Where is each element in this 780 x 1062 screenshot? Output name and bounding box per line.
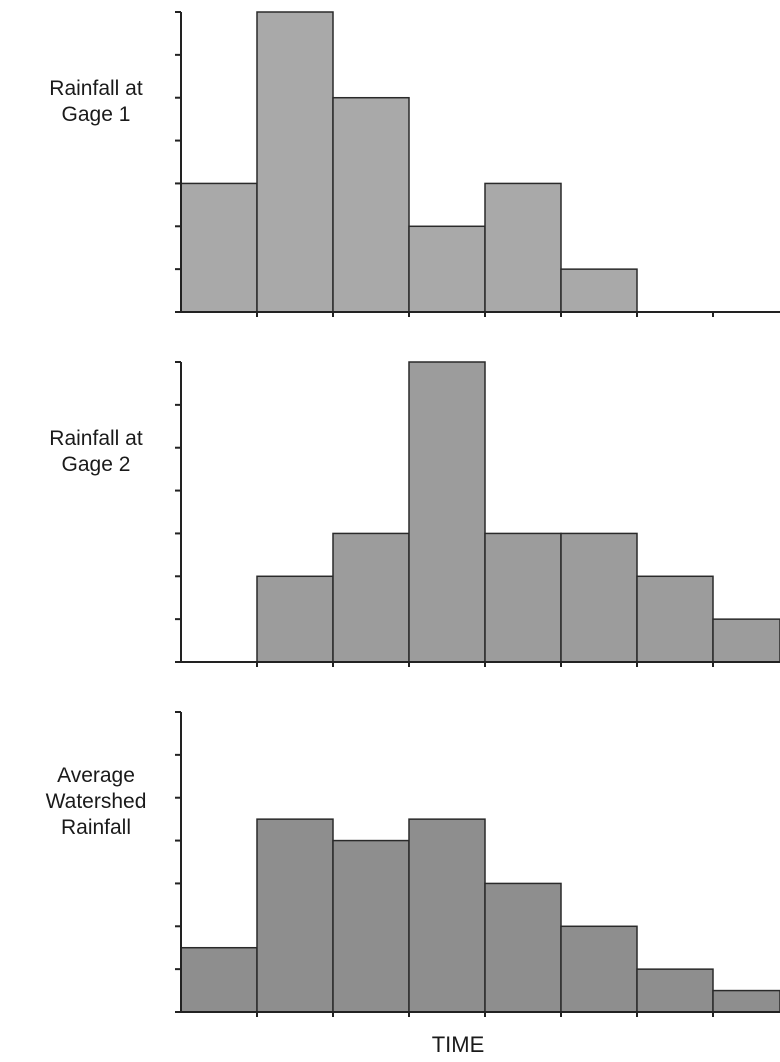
- bar-3-7: [636, 968, 714, 1013]
- y-axis-label-line: Rainfall: [61, 816, 131, 839]
- x-axis-label: TIME: [432, 1032, 485, 1057]
- bar-2-6: [560, 532, 638, 663]
- chart-panel-2: Rainfall at Gage 2: [49, 361, 780, 667]
- bar-2-4: [408, 361, 486, 663]
- bar-2-7: [636, 575, 714, 663]
- bar-3-6: [560, 925, 638, 1013]
- bar-3-5: [484, 882, 562, 1013]
- bar-1-5: [484, 182, 562, 313]
- y-axis-label-2: Rainfall at Gage 2: [49, 427, 143, 476]
- bar-2-8: [712, 618, 780, 663]
- bar-2-3: [332, 532, 410, 663]
- y-axis-label-3: Average Watershed Rainfall: [46, 764, 147, 839]
- y-axis-label-1: Rainfall at Gage 1: [49, 77, 143, 126]
- bar-3-3: [332, 839, 410, 1013]
- bar-1-4: [408, 225, 486, 313]
- chart-panel-3: Average Watershed Rainfall: [46, 711, 780, 1017]
- y-axis-label-line: Rainfall at: [49, 77, 143, 100]
- bar-2-2: [256, 575, 334, 663]
- chart-panel-1: Rainfall at Gage 1: [49, 11, 780, 317]
- bar-1-2: [256, 11, 334, 313]
- bar-3-4: [408, 818, 486, 1013]
- y-axis-label-line: Watershed: [46, 790, 147, 813]
- y-axis-label-line: Gage 2: [62, 453, 131, 476]
- y-axis-label-line: Average: [57, 764, 135, 787]
- bar-3-1: [180, 946, 258, 1013]
- bar-1-1: [180, 182, 258, 313]
- bar-1-3: [332, 96, 410, 313]
- bar-1-6: [560, 268, 638, 313]
- y-axis-label-line: Gage 1: [62, 103, 131, 126]
- bar-3-8: [712, 989, 780, 1013]
- bar-2-5: [484, 532, 562, 663]
- y-axis-label-line: Rainfall at: [49, 427, 143, 450]
- bar-3-2: [256, 818, 334, 1013]
